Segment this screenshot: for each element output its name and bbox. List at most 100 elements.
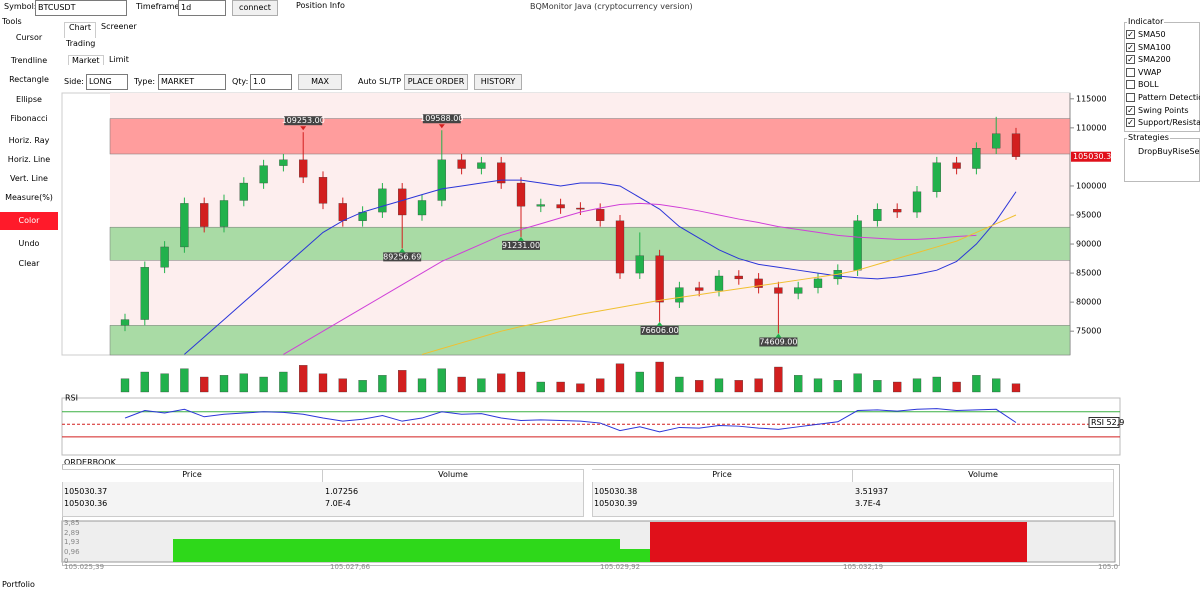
candle-body	[714, 275, 724, 291]
candle-body	[200, 203, 209, 227]
position-info[interactable]: Position Info	[296, 1, 345, 10]
rsi-line	[124, 408, 1017, 433]
checkbox[interactable]	[1126, 80, 1135, 90]
candle-body	[259, 165, 268, 184]
indicator-toggle[interactable]: ✓ SMA200	[1126, 55, 1171, 65]
volume-bar	[635, 371, 644, 393]
volume-bar	[180, 368, 189, 393]
tool-button[interactable]: Horiz. Ray	[8, 136, 50, 145]
volume-bar	[972, 375, 981, 393]
checkbox[interactable]: ✓	[1126, 42, 1135, 52]
volume-bar	[675, 376, 684, 393]
tab[interactable]: Chart	[64, 22, 96, 38]
indicator-name: SMA50	[1138, 30, 1166, 39]
zone	[109, 325, 1071, 356]
tool-button[interactable]: Rectangle	[9, 75, 49, 84]
volume-bar	[576, 383, 585, 393]
max-button[interactable]: MAX	[298, 74, 342, 90]
place-order[interactable]: PLACE ORDER	[404, 74, 468, 90]
cell: 105030.39	[594, 499, 638, 508]
annotation-label: 109588.00	[420, 114, 463, 123]
volume-bar	[259, 376, 268, 393]
tool-button[interactable]: Fibonacci	[10, 114, 48, 123]
rsi-frame	[61, 397, 1121, 456]
history-button[interactable]: HISTORY	[474, 74, 522, 90]
timeframe-select[interactable]: 1d	[178, 0, 226, 16]
symbol-input[interactable]: BTCUSDT	[35, 0, 127, 16]
volume-bar	[516, 371, 526, 393]
candle-body	[338, 203, 347, 221]
tool-button[interactable]: Measure(%)	[5, 193, 53, 202]
indicator-toggle[interactable]: ✓ SMA50	[1126, 30, 1166, 39]
volume-bar	[398, 370, 407, 393]
trading-tab[interactable]: Market	[68, 55, 104, 65]
checkbox[interactable]: ✓	[1126, 118, 1135, 128]
tool-button[interactable]: Color	[0, 212, 58, 230]
side-select[interactable]: LONG	[86, 74, 128, 90]
tab[interactable]: Screener	[101, 22, 137, 31]
checkbox[interactable]: ✓	[1126, 55, 1135, 65]
candle-body	[615, 220, 625, 274]
candle-body	[536, 204, 545, 207]
tool-button[interactable]: Ellipse	[16, 95, 42, 104]
volume-bar	[536, 381, 545, 393]
indicator-toggle[interactable]: BOLL	[1126, 80, 1159, 90]
y-tick-label: 85000	[1076, 269, 1101, 278]
bid-depth	[173, 539, 650, 562]
cell: 7.0E-4	[325, 499, 351, 508]
depth-x-label: 105.025,39	[64, 563, 105, 571]
indicator-toggle[interactable]: Pattern Detection	[1126, 93, 1200, 102]
tool-button[interactable]: Horiz. Line	[7, 155, 51, 164]
volume-bar	[912, 378, 922, 393]
connect-button[interactable]: connect	[232, 0, 278, 16]
tool-button[interactable]: Trendline	[10, 56, 48, 65]
tool-button[interactable]: Cursor	[15, 33, 43, 42]
tool-button[interactable]: Clear	[18, 259, 40, 268]
indicator-toggle[interactable]: VWAP	[1126, 67, 1161, 77]
checkbox[interactable]	[1126, 67, 1135, 77]
volume-bar	[318, 373, 328, 393]
window-controls	[1122, 0, 1200, 14]
symbol-label: Symbol:	[4, 2, 37, 11]
candle-body	[497, 162, 506, 184]
trading-tab[interactable]: Limit	[109, 55, 129, 64]
swing-arrow	[518, 236, 524, 241]
indicator-toggle[interactable]: ✓Support/Resistanc	[1126, 118, 1200, 128]
strategy[interactable]: DropBuyRiseSell	[1138, 147, 1200, 156]
volume-bar	[714, 378, 724, 393]
indicator-name: Pattern Detection	[1138, 93, 1200, 102]
strategies-title: Strategies	[1127, 133, 1170, 142]
tool-button[interactable]: Undo	[18, 239, 40, 248]
timeframe-label: Timeframe:	[136, 2, 182, 11]
candle-body	[794, 287, 803, 294]
volume-bar	[279, 371, 288, 393]
type-select[interactable]: MARKET	[158, 74, 226, 90]
volume-bar	[596, 378, 605, 393]
last-price-box	[1071, 151, 1111, 162]
qty-label: Qty:	[232, 77, 249, 86]
indicator-toggle[interactable]: ✓ Swing Points	[1126, 105, 1189, 115]
checkbox[interactable]	[1126, 93, 1135, 102]
volume-bar	[556, 381, 565, 393]
candle-body	[774, 287, 783, 294]
checkbox[interactable]: ✓	[1126, 30, 1135, 39]
swing-arrow	[438, 124, 445, 129]
zone	[109, 226, 1071, 261]
depth-x-label: 105.027,66	[330, 563, 371, 571]
qty-input[interactable]: 1.0	[250, 74, 292, 90]
candle-body	[378, 188, 387, 213]
indicator-name: SMA200	[1138, 55, 1171, 65]
column-header: Volume	[323, 470, 584, 482]
checkbox[interactable]: ✓	[1126, 105, 1135, 115]
volume-bar	[358, 380, 367, 393]
indicator-title: Indicator	[1127, 17, 1165, 26]
depth-x-label: 105.032,19	[843, 563, 884, 571]
annotation-label: 89256.69	[383, 252, 421, 261]
volume-bar	[378, 375, 387, 393]
y-tick-label: 110000	[1076, 123, 1107, 132]
rsi-last-label: RSI 52,9	[1091, 418, 1124, 427]
tool-button[interactable]: Vert. Line	[10, 174, 48, 183]
indicator-toggle[interactable]: ✓ SMA100	[1126, 42, 1171, 52]
auto-sltp[interactable]: Auto SL/TP	[358, 77, 402, 86]
